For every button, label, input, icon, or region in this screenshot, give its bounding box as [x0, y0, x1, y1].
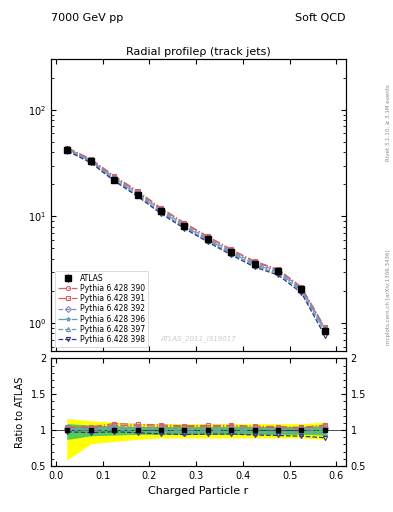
- Pythia 6.428 391: [299, 284, 304, 290]
- Pythia 6.428 396: [135, 191, 140, 197]
- Pythia 6.428 396: [229, 249, 233, 255]
- Text: mcplots.cern.ch [arXiv:1306.3436]: mcplots.cern.ch [arXiv:1306.3436]: [386, 249, 391, 345]
- Pythia 6.428 397: [88, 159, 93, 165]
- Pythia 6.428 396: [88, 158, 93, 164]
- Pythia 6.428 391: [88, 156, 93, 162]
- Pythia 6.428 398: [229, 252, 233, 258]
- Pythia 6.428 392: [206, 236, 210, 242]
- Pythia 6.428 392: [159, 207, 163, 213]
- Pythia 6.428 392: [135, 190, 140, 196]
- Pythia 6.428 391: [252, 258, 257, 264]
- Pythia 6.428 390: [65, 145, 70, 152]
- Pythia 6.428 391: [229, 246, 233, 252]
- Line: Pythia 6.428 398: Pythia 6.428 398: [65, 149, 327, 338]
- X-axis label: Charged Particle r: Charged Particle r: [148, 486, 249, 496]
- Pythia 6.428 396: [159, 208, 163, 214]
- Pythia 6.428 390: [159, 206, 163, 212]
- Pythia 6.428 396: [65, 146, 70, 153]
- Pythia 6.428 397: [206, 238, 210, 244]
- Pythia 6.428 396: [252, 261, 257, 267]
- Pythia 6.428 392: [252, 260, 257, 266]
- Pythia 6.428 392: [65, 146, 70, 152]
- Line: Pythia 6.428 396: Pythia 6.428 396: [65, 147, 327, 333]
- Pythia 6.428 391: [182, 220, 187, 226]
- Pythia 6.428 397: [159, 209, 163, 216]
- Pythia 6.428 391: [135, 188, 140, 194]
- Pythia 6.428 398: [88, 160, 93, 166]
- Text: Rivet 3.1.10, ≥ 3.1M events: Rivet 3.1.10, ≥ 3.1M events: [386, 84, 391, 161]
- Pythia 6.428 397: [229, 250, 233, 257]
- Line: Pythia 6.428 390: Pythia 6.428 390: [65, 146, 327, 330]
- Pythia 6.428 391: [65, 145, 70, 151]
- Pythia 6.428 397: [65, 147, 70, 153]
- Pythia 6.428 390: [206, 234, 210, 240]
- Pythia 6.428 397: [252, 263, 257, 269]
- Pythia 6.428 391: [159, 205, 163, 211]
- Legend: ATLAS, Pythia 6.428 390, Pythia 6.428 391, Pythia 6.428 392, Pythia 6.428 396, P: ATLAS, Pythia 6.428 390, Pythia 6.428 39…: [55, 271, 148, 347]
- Pythia 6.428 398: [252, 264, 257, 270]
- Pythia 6.428 390: [112, 174, 117, 180]
- Pythia 6.428 392: [229, 248, 233, 254]
- Pythia 6.428 397: [112, 177, 117, 183]
- Pythia 6.428 398: [112, 178, 117, 184]
- Pythia 6.428 398: [206, 239, 210, 245]
- Pythia 6.428 396: [299, 287, 304, 293]
- Text: Soft QCD: Soft QCD: [296, 13, 346, 23]
- Pythia 6.428 390: [135, 189, 140, 195]
- Pythia 6.428 390: [275, 267, 280, 273]
- Line: Pythia 6.428 392: Pythia 6.428 392: [65, 147, 327, 331]
- Pythia 6.428 390: [252, 259, 257, 265]
- Pythia 6.428 398: [65, 148, 70, 154]
- Pythia 6.428 396: [206, 237, 210, 243]
- Pythia 6.428 397: [135, 192, 140, 198]
- Text: 7000 GeV pp: 7000 GeV pp: [51, 13, 123, 23]
- Pythia 6.428 398: [159, 210, 163, 217]
- Pythia 6.428 396: [112, 176, 117, 182]
- Pythia 6.428 391: [275, 266, 280, 272]
- Pythia 6.428 391: [112, 173, 117, 179]
- Pythia 6.428 398: [299, 290, 304, 296]
- Pythia 6.428 392: [112, 175, 117, 181]
- Pythia 6.428 398: [322, 333, 327, 339]
- Pythia 6.428 396: [275, 269, 280, 275]
- Pythia 6.428 391: [206, 233, 210, 240]
- Pythia 6.428 398: [135, 194, 140, 200]
- Pythia 6.428 397: [299, 288, 304, 294]
- Pythia 6.428 392: [322, 326, 327, 332]
- Y-axis label: Ratio to ATLAS: Ratio to ATLAS: [15, 376, 25, 448]
- Line: Pythia 6.428 391: Pythia 6.428 391: [65, 146, 327, 330]
- Pythia 6.428 390: [229, 247, 233, 253]
- Text: ATLAS_2011_I919017: ATLAS_2011_I919017: [161, 335, 236, 342]
- Pythia 6.428 390: [182, 220, 187, 226]
- Pythia 6.428 392: [299, 285, 304, 291]
- Pythia 6.428 397: [182, 224, 187, 230]
- Line: Pythia 6.428 397: Pythia 6.428 397: [65, 148, 327, 334]
- Pythia 6.428 396: [182, 223, 187, 229]
- Pythia 6.428 398: [182, 225, 187, 231]
- Pythia 6.428 392: [275, 268, 280, 274]
- Pythia 6.428 397: [322, 329, 327, 335]
- Pythia 6.428 392: [88, 157, 93, 163]
- Pythia 6.428 390: [299, 285, 304, 291]
- Pythia 6.428 396: [322, 328, 327, 334]
- Pythia 6.428 391: [322, 324, 327, 330]
- Pythia 6.428 398: [275, 272, 280, 278]
- Pythia 6.428 390: [88, 157, 93, 163]
- Pythia 6.428 397: [275, 270, 280, 276]
- Title: Radial profileρ (track jets): Radial profileρ (track jets): [126, 47, 271, 57]
- Pythia 6.428 390: [322, 325, 327, 331]
- Pythia 6.428 392: [182, 222, 187, 228]
